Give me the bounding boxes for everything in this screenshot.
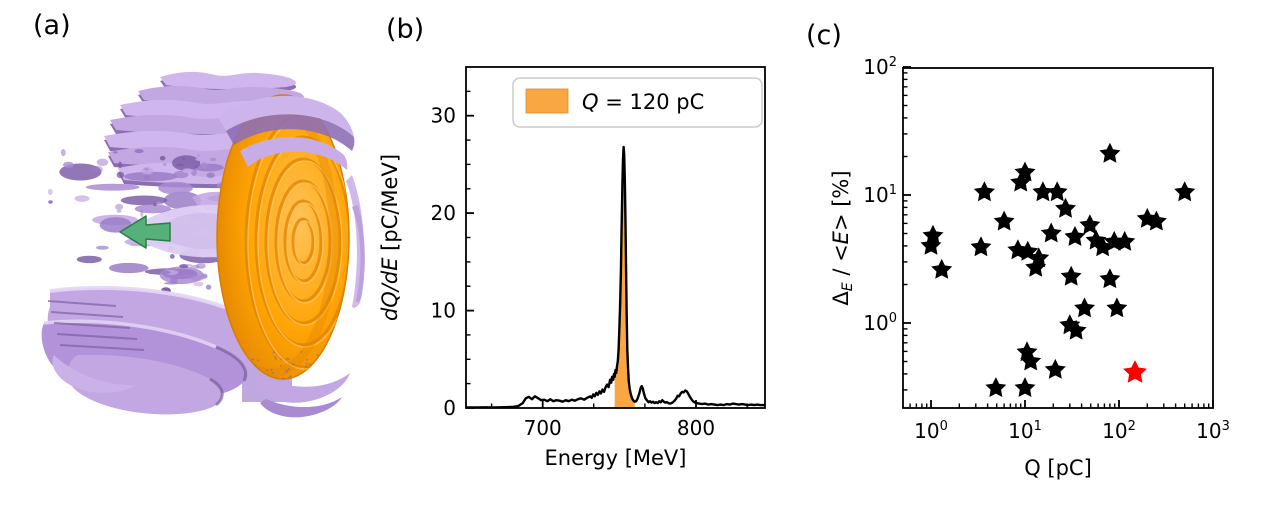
svg-text:103: 103 [1196,419,1230,443]
svg-text:800: 800 [677,416,715,440]
svg-text:102: 102 [1102,419,1136,443]
propagation-arrow [119,215,171,249]
svg-text:Q [pC]: Q [pC] [1024,456,1092,480]
panel-b-label: (b) [386,14,425,45]
svg-text:20: 20 [431,201,456,225]
svg-text:ΔE / <E> [%]: ΔE / <E> [%] [829,170,856,305]
svg-text:30: 30 [431,104,456,128]
svg-text:0: 0 [443,396,456,420]
svg-text:700: 700 [524,416,562,440]
legend-swatch [525,88,569,114]
svg-text:100: 100 [863,311,897,335]
legend: Q = 120 pC [512,77,763,128]
svg-text:dQ/dE [pC/MeV]: dQ/dE [pC/MeV] [378,154,402,321]
plasma-shell-crescents [218,95,365,418]
svg-text:100: 100 [914,419,948,443]
simulation-3d-render [41,71,365,418]
svg-text:Energy [MeV]: Energy [MeV] [545,446,687,470]
highlighted-star-marker [1123,360,1147,383]
panel-c-label: (c) [806,20,842,51]
star-markers [920,142,1196,397]
panel-a-label: (a) [33,10,71,41]
axes-frame [902,67,1214,409]
spectrum-curve [466,145,765,408]
energy-spread-vs-charge-chart: 100 101 102 103 100 101 102 Q [pC] ΔE / <E> [%] [829,55,1230,480]
svg-text:102: 102 [863,55,897,79]
svg-text:101: 101 [863,183,897,207]
svg-text:Q = 120 pC: Q = 120 pC [582,90,704,114]
svg-text:10: 10 [431,299,456,323]
energy-spectrum-chart: 700 800 0 10 20 30 Energy [MeV] dQ/dE [pC/MeV] Q… [378,66,766,470]
svg-text:101: 101 [1008,419,1042,443]
